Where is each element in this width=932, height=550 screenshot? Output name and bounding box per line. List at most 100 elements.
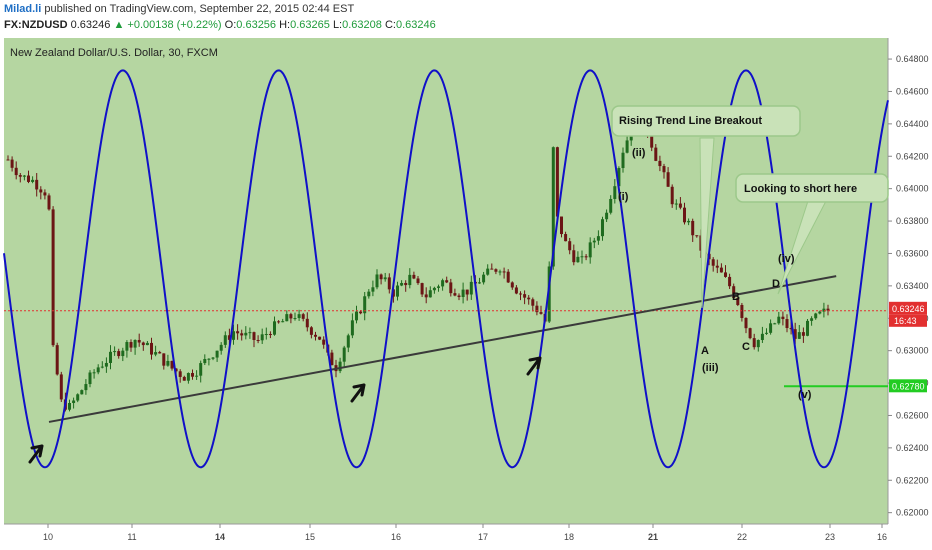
candle-body xyxy=(186,373,190,381)
candle-body xyxy=(400,282,404,286)
candle-body xyxy=(363,296,367,314)
callout-breakout-text: Rising Trend Line Breakout xyxy=(619,115,762,127)
y-tick-label: 0.64000 xyxy=(896,184,929,194)
candle-body xyxy=(510,282,514,288)
candle-body xyxy=(683,207,686,223)
candle-body xyxy=(256,339,260,341)
candle-body xyxy=(6,159,10,161)
candle-body xyxy=(150,342,153,355)
candle-body xyxy=(424,294,428,298)
candle-body xyxy=(27,175,30,182)
candle-body xyxy=(264,334,268,336)
candle-body xyxy=(191,373,194,377)
candle-body xyxy=(338,361,342,372)
wave-label: B xyxy=(732,291,740,303)
candle-body xyxy=(72,400,76,404)
candle-body xyxy=(182,376,186,381)
candle-body xyxy=(609,198,613,213)
candle-body xyxy=(453,293,457,296)
y-tick-label: 0.64800 xyxy=(896,54,929,64)
candle-body xyxy=(580,256,584,258)
candle-body xyxy=(305,318,309,328)
candle-body xyxy=(211,357,215,359)
candle-body xyxy=(482,274,486,283)
candle-body xyxy=(232,331,235,340)
x-tick-label: 10 xyxy=(43,532,53,542)
candle-body xyxy=(486,268,490,275)
candle-body xyxy=(383,277,387,280)
candle-body xyxy=(437,286,440,288)
candle-body xyxy=(687,220,691,223)
candle-body xyxy=(806,320,809,336)
x-tick-label: 16 xyxy=(391,532,401,542)
candle-body xyxy=(203,358,207,364)
overlay xyxy=(3,69,889,469)
candle-body xyxy=(818,311,822,314)
candle-body xyxy=(31,179,35,182)
candle-body xyxy=(55,345,59,375)
candle-body xyxy=(133,339,137,348)
candle-body xyxy=(568,241,572,251)
candle-body xyxy=(740,304,744,318)
candle-body xyxy=(748,328,752,339)
author-name[interactable]: Milad.li xyxy=(4,3,42,15)
candle-body xyxy=(199,363,203,376)
callout-short-box xyxy=(735,173,889,203)
arrows xyxy=(28,356,542,464)
candle-body xyxy=(195,375,199,377)
candle-body xyxy=(76,394,80,401)
candle-body xyxy=(531,299,535,306)
candle-body xyxy=(797,332,801,339)
countdown-tag xyxy=(889,314,927,327)
target-tag xyxy=(889,379,927,393)
countdown-tag-text: 16:43 xyxy=(894,316,917,326)
candle-body xyxy=(178,371,182,377)
candle-body xyxy=(314,334,317,337)
time-axis[interactable] xyxy=(0,524,932,550)
candle-body xyxy=(547,266,551,322)
candle-body xyxy=(350,320,354,336)
candle-body xyxy=(490,268,494,270)
up-arrow-icon: ▲ xyxy=(113,19,125,31)
candle-body xyxy=(678,203,682,208)
breakout-pointer xyxy=(699,137,715,309)
wave-label: D xyxy=(772,278,780,290)
candle-body xyxy=(728,276,732,287)
candle-body xyxy=(765,332,768,334)
candle-body xyxy=(769,323,773,333)
candle-body xyxy=(527,297,531,300)
candle-body xyxy=(670,186,674,205)
candle-body xyxy=(223,335,227,345)
price-chart[interactable]: New Zealand Dollar/U.S. Dollar, 30, FXCM… xyxy=(0,36,932,550)
candle-body xyxy=(478,282,481,284)
candle-body xyxy=(318,336,322,340)
candle-body xyxy=(523,294,527,298)
wave-label: (ii) xyxy=(632,147,646,159)
candle-body xyxy=(601,219,604,237)
open-label: O: xyxy=(224,19,237,31)
candle-body xyxy=(711,259,715,266)
candle-body xyxy=(572,250,576,263)
candle-body xyxy=(137,339,141,343)
candle-body xyxy=(379,274,383,280)
candle-body xyxy=(691,220,695,236)
candle-body xyxy=(162,353,166,366)
candle-body xyxy=(461,289,465,298)
candle-body xyxy=(560,216,563,235)
candle-body xyxy=(793,329,797,339)
candle-body xyxy=(113,351,117,353)
last-price: 0.63246 xyxy=(70,19,111,31)
y-tick-label: 0.63000 xyxy=(896,346,929,356)
candle-body xyxy=(432,287,436,291)
candle-body xyxy=(219,344,223,351)
candle-body xyxy=(215,350,219,358)
candle-body xyxy=(465,289,469,295)
candle-body xyxy=(596,236,600,241)
price-axis[interactable] xyxy=(888,38,932,524)
up-arrow-icon xyxy=(28,444,44,464)
candle-body xyxy=(752,338,756,348)
change-value: +0.00138 (+0.22%) xyxy=(127,19,222,31)
labels: Rising Trend Line Breakout Looking to sho… xyxy=(611,105,927,401)
candle-body xyxy=(789,328,793,330)
candle-body xyxy=(662,166,666,173)
